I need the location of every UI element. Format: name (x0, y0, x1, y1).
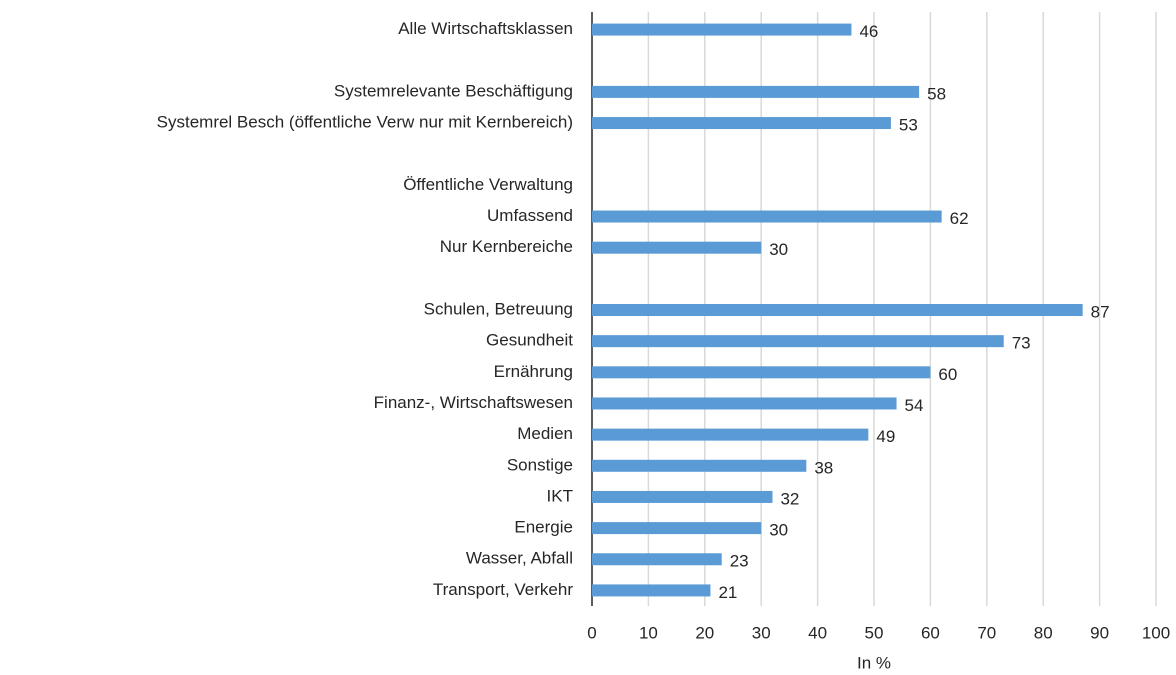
y-tick-label: Gesundheit (486, 331, 573, 350)
bar (592, 304, 1083, 316)
x-tick-label: 70 (977, 623, 996, 642)
value-label: 30 (769, 521, 788, 540)
bar (592, 210, 942, 223)
x-tick-label: 100 (1142, 623, 1170, 642)
bar (592, 397, 897, 410)
x-tick-label: 50 (865, 623, 884, 642)
bar (592, 117, 891, 130)
bar (592, 366, 931, 379)
value-label: 21 (718, 583, 737, 602)
y-tick-label: Medien (517, 424, 573, 443)
x-axis-label: In % (857, 653, 891, 672)
y-tick-label: Transport, Verkehr (433, 580, 573, 599)
y-tick-label: Alle Wirtschaftsklassen (398, 19, 573, 38)
bar (592, 428, 869, 441)
value-label: 32 (780, 489, 799, 508)
y-tick-label: Sonstige (507, 455, 573, 474)
x-tick-label: 10 (639, 623, 658, 642)
bar (592, 335, 1004, 348)
value-label: 53 (899, 116, 918, 135)
bar (592, 490, 773, 503)
value-label: 60 (938, 365, 957, 384)
value-label: 58 (927, 84, 946, 103)
value-label: 30 (769, 240, 788, 259)
value-label: 23 (730, 552, 749, 571)
y-tick-label: Umfassend (487, 206, 573, 225)
y-tick-label: Systemrelevante Beschäftigung (334, 81, 573, 100)
y-tick-label: Öffentliche Verwaltung (403, 175, 573, 194)
x-tick-label: 90 (1090, 623, 1109, 642)
value-label: 73 (1012, 334, 1031, 353)
y-tick-label: Finanz-, Wirtschaftswesen (374, 393, 573, 412)
bar (592, 85, 920, 98)
y-tick-label: Energie (514, 518, 573, 537)
x-tick-label: 40 (808, 623, 827, 642)
y-tick-label: Systemrel Besch (öffentliche Verw nur mi… (157, 113, 573, 132)
x-tick-label: 60 (921, 623, 940, 642)
y-tick-label: Schulen, Betreuung (424, 299, 573, 318)
y-tick-label: Wasser, Abfall (466, 549, 573, 568)
y-tick-label: IKT (547, 486, 573, 505)
x-tick-label: 30 (752, 623, 771, 642)
bar (592, 522, 762, 535)
value-label: 38 (814, 458, 833, 477)
x-tick-label: 0 (587, 623, 596, 642)
bar (592, 23, 852, 36)
x-tick-label: 80 (1034, 623, 1053, 642)
y-tick-label: Nur Kernbereiche (440, 237, 573, 256)
value-label: 87 (1091, 302, 1110, 321)
bar (592, 241, 762, 254)
value-label: 54 (905, 396, 924, 415)
value-label: 46 (859, 22, 878, 41)
value-label: 49 (876, 427, 895, 446)
bar (592, 553, 722, 566)
bar (592, 584, 711, 597)
value-label: 62 (950, 209, 969, 228)
y-tick-label: Ernährung (494, 362, 573, 381)
x-tick-label: 20 (695, 623, 714, 642)
bar (592, 459, 807, 472)
